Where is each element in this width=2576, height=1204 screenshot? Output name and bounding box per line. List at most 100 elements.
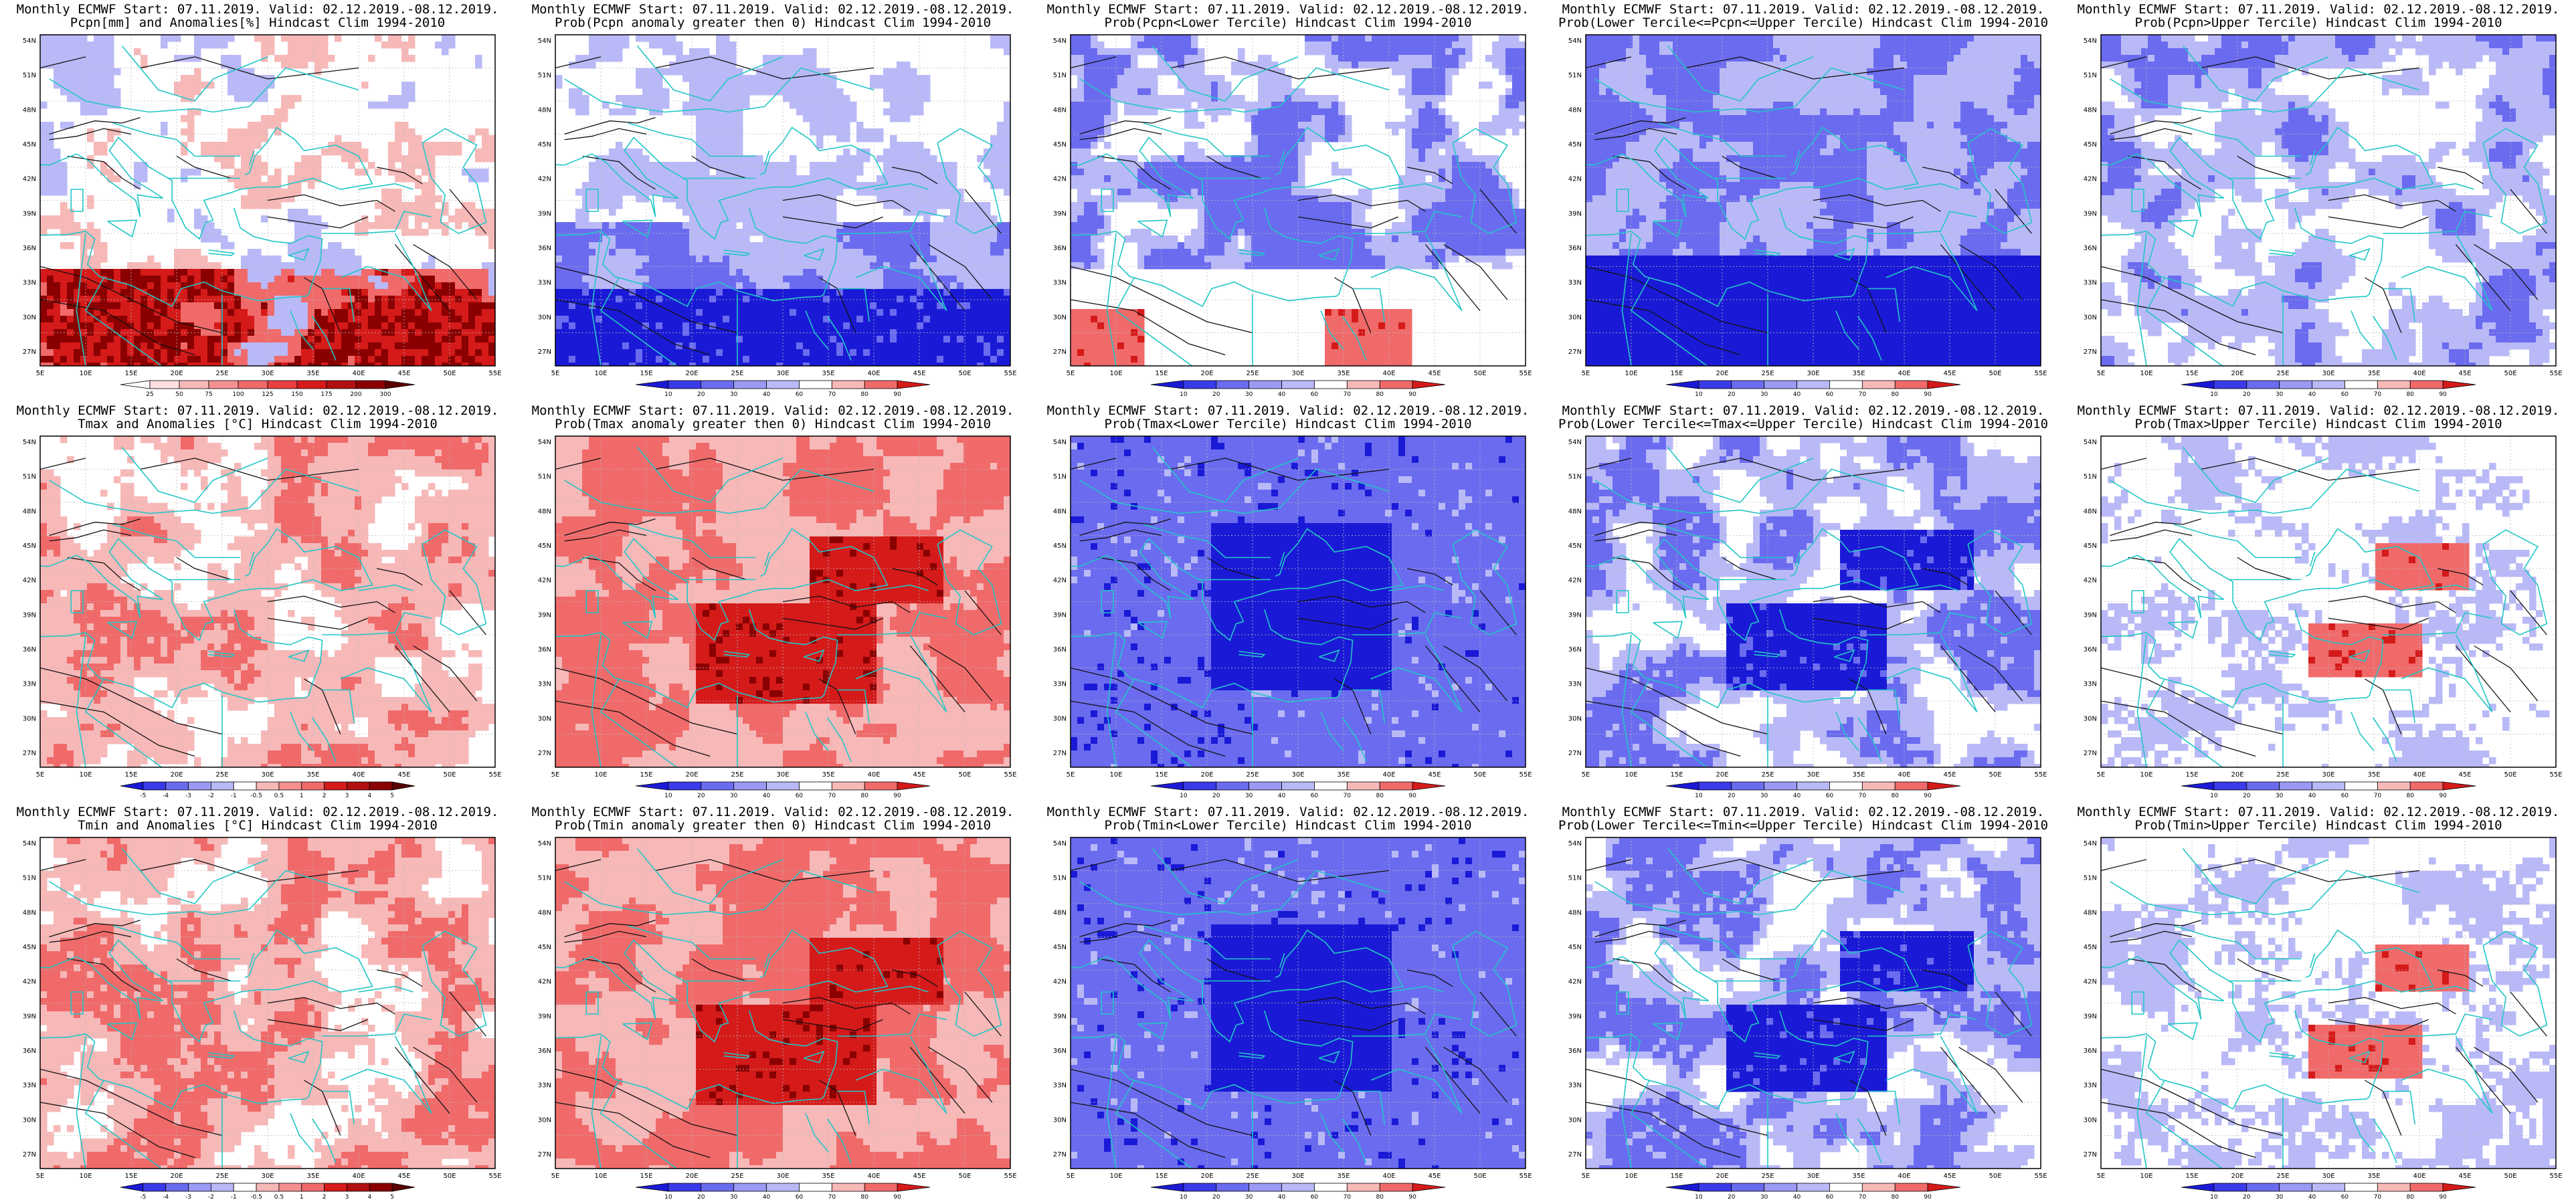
lat-tick-label: 51N xyxy=(2084,875,2097,882)
lat-tick-label: 45N xyxy=(538,542,551,550)
lon-tick-label: 50E xyxy=(958,370,971,377)
panel-title-line2: Prob(Tmax anomaly greater then 0) Hindca… xyxy=(515,417,1030,431)
lon-tick-label: 20E xyxy=(1200,1173,1213,1180)
panel-title-line1: Monthly ECMWF Start: 07.11.2019. Valid: … xyxy=(515,805,1030,819)
panel-title-line2: Prob(Tmin<Lower Tercile) Hindcast Clim 1… xyxy=(1030,819,1546,832)
lat-tick-label: 39N xyxy=(23,1013,36,1020)
panel-title: Monthly ECMWF Start: 07.11.2019. Valid: … xyxy=(1030,805,1546,832)
lat-tick-label: 36N xyxy=(538,245,551,252)
colorbar-label: 40 xyxy=(1793,391,1801,398)
panel-title-line1: Monthly ECMWF Start: 07.11.2019. Valid: … xyxy=(1030,3,1546,16)
colorbar-label: 30 xyxy=(730,1194,738,1201)
lon-tick-label: 40E xyxy=(1898,771,1910,779)
colorbar-label: 30 xyxy=(2276,391,2284,398)
lon-tick-label: 55E xyxy=(1519,771,1532,779)
lat-tick-label: 33N xyxy=(1568,681,1582,688)
colorbar-label: 70 xyxy=(1344,793,1352,799)
colorbar-label: 90 xyxy=(1408,793,1416,799)
lat-tick-label: 27N xyxy=(23,1151,36,1159)
lon-tick-label: 5E xyxy=(2097,1173,2106,1180)
lon-tick-label: 35E xyxy=(2367,1173,2380,1180)
colorbar-label: 10 xyxy=(2210,793,2218,799)
lat-tick-label: 48N xyxy=(538,106,551,114)
lat-tick-label: 36N xyxy=(1053,1047,1067,1055)
lat-tick-label: 48N xyxy=(23,106,36,114)
colorbar-label: 40 xyxy=(1278,1194,1286,1201)
lat-tick-label: 27N xyxy=(1568,750,1582,757)
colorbar-label: 30 xyxy=(2276,793,2284,799)
lat-tick-label: 33N xyxy=(23,280,36,287)
lon-tick-label: 20E xyxy=(1200,370,1213,377)
lon-tick-label: 55E xyxy=(2549,370,2562,377)
lon-tick-label: 40E xyxy=(352,370,365,377)
lon-tick-label: 35E xyxy=(1337,771,1350,779)
lat-tick-label: 36N xyxy=(23,245,36,252)
lat-tick-label: 36N xyxy=(23,1047,36,1055)
lon-tick-label: 15E xyxy=(2185,370,2198,377)
lat-tick-label: 30N xyxy=(23,1116,36,1124)
panel-title-line2: Prob(Tmax>Upper Tercile) Hindcast Clim 1… xyxy=(2061,417,2576,431)
lon-tick-label: 35E xyxy=(1852,771,1865,779)
lon-tick-label: 45E xyxy=(2458,771,2471,779)
lat-tick-label: 36N xyxy=(2084,646,2097,654)
lat-tick-label: 45N xyxy=(1053,542,1067,550)
lat-tick-label: 45N xyxy=(23,141,36,148)
colorbar-label: 60 xyxy=(1311,1194,1319,1201)
lat-tick-label: 33N xyxy=(1568,1082,1582,1090)
lat-tick-label: 39N xyxy=(1568,210,1582,217)
lon-tick-label: 50E xyxy=(1473,771,1486,779)
lat-tick-label: 33N xyxy=(2084,280,2097,287)
lon-tick-label: 50E xyxy=(443,771,456,779)
colorbar-label: 75 xyxy=(205,391,212,398)
lon-tick-label: 5E xyxy=(36,370,45,377)
colorbar-label: 3 xyxy=(345,793,349,799)
colorbar-label: -3 xyxy=(185,793,191,799)
lon-tick-label: 35E xyxy=(2367,771,2380,779)
colorbar-label: 30 xyxy=(1760,391,1768,398)
colorbar-label: 30 xyxy=(2276,1194,2284,1201)
colorbar-label: 80 xyxy=(1376,1194,1384,1201)
lat-tick-label: 39N xyxy=(538,611,551,619)
colorbar-label: 60 xyxy=(1311,391,1319,398)
colorbar-label: 40 xyxy=(763,391,771,398)
lat-tick-label: 51N xyxy=(1053,72,1067,80)
colorbar-label: 30 xyxy=(730,391,738,398)
colorbar-label: -0.5 xyxy=(250,793,262,799)
lat-tick-label: 42N xyxy=(23,176,36,183)
map-panel: 54N 51N 48N 45N 42N 39N 36N 33N 30N 27N 5E 10E 15E 20… xyxy=(1030,803,1546,1204)
lat-tick-label: 51N xyxy=(538,474,551,481)
colorbar-label: 60 xyxy=(1826,1194,1834,1201)
colorbar-label: 10 xyxy=(664,391,672,398)
colorbar-label: 70 xyxy=(1859,391,1867,398)
colorbar-label: 10 xyxy=(1180,1194,1188,1201)
colorbar-label: 30 xyxy=(1245,1194,1253,1201)
lon-tick-label: 25E xyxy=(1246,1173,1259,1180)
panel-title-line2: Pcpn[mm] and Anomalies[%] Hindcast Clim … xyxy=(0,16,515,29)
lat-tick-label: 48N xyxy=(2084,909,2097,916)
lat-tick-label: 54N xyxy=(23,840,36,847)
colorbar-label: 20 xyxy=(1212,793,1220,799)
lon-tick-label: 20E xyxy=(1716,771,1728,779)
lon-tick-label: 45E xyxy=(2458,1173,2471,1180)
lon-tick-label: 15E xyxy=(1155,1173,1168,1180)
lat-tick-label: 45N xyxy=(2084,944,2097,951)
colorbar-label: 50 xyxy=(175,391,183,398)
colorbar-label: 60 xyxy=(796,1194,804,1201)
colorbar-label: 40 xyxy=(1793,793,1801,799)
lat-tick-label: 39N xyxy=(23,611,36,619)
colorbar-label: 70 xyxy=(1859,793,1867,799)
colorbar-label: 80 xyxy=(2406,793,2414,799)
lon-tick-label: 10E xyxy=(594,370,607,377)
lat-tick-label: 30N xyxy=(23,715,36,722)
colorbar-label: 70 xyxy=(2374,1194,2382,1201)
panel-title: Monthly ECMWF Start: 07.11.2019. Valid: … xyxy=(2061,3,2576,29)
lat-tick-label: 54N xyxy=(2084,37,2097,45)
panel-title-line1: Monthly ECMWF Start: 07.11.2019. Valid: … xyxy=(0,3,515,16)
panel-title-line2: Prob(Lower Tercile<=Tmax<=Upper Tercile)… xyxy=(1546,417,2061,431)
lat-tick-label: 45N xyxy=(1568,141,1582,148)
lat-tick-label: 48N xyxy=(1568,508,1582,515)
